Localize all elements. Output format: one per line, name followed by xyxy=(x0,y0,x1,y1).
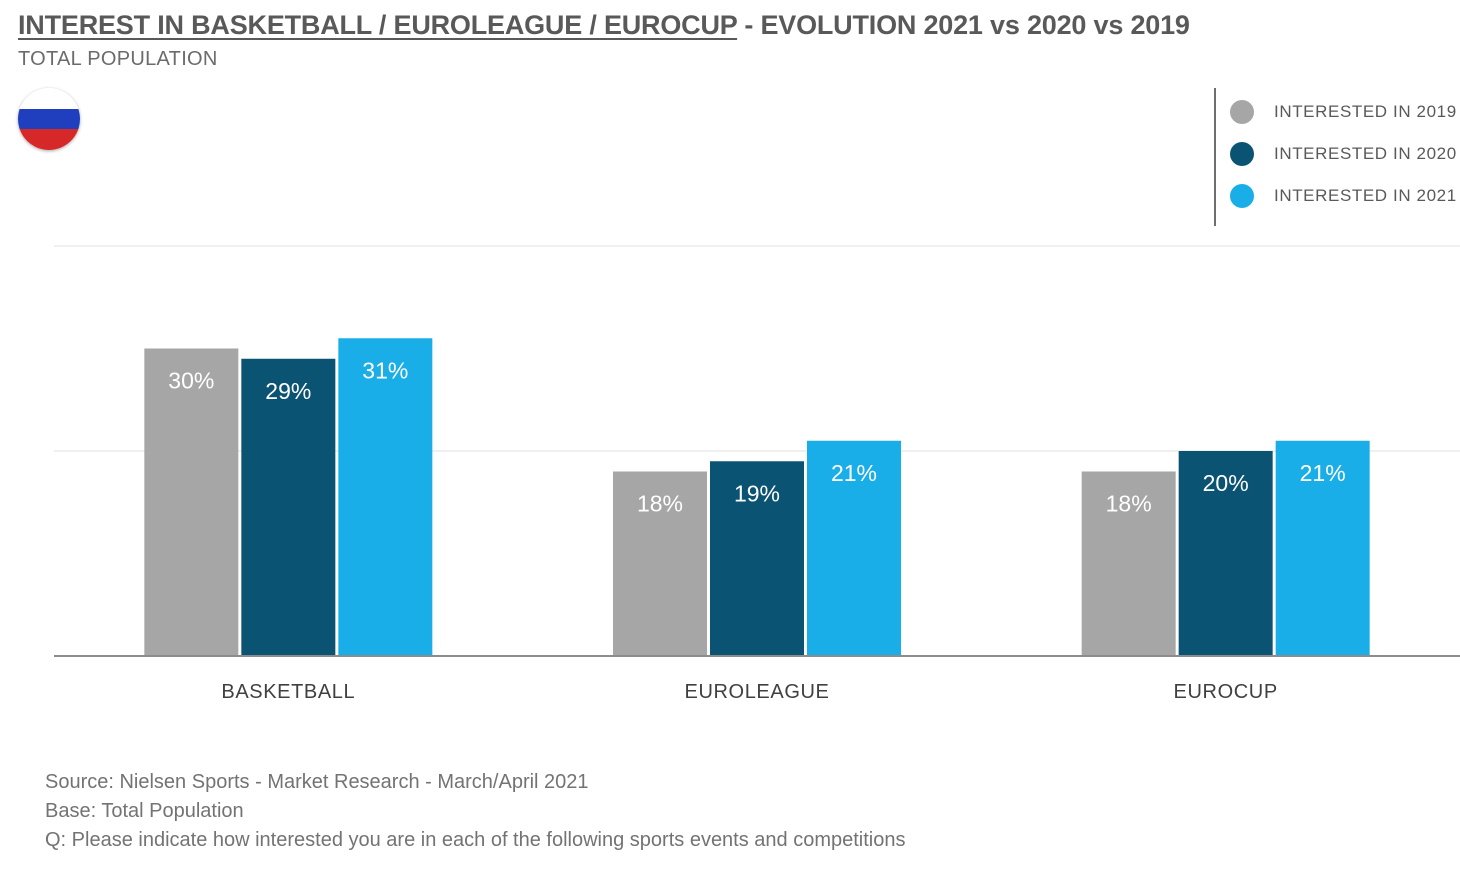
bar-eurocup-1 xyxy=(1178,451,1273,656)
bar-basketball-2 xyxy=(338,338,433,656)
legend-label-2020: INTERESTED IN 2020 xyxy=(1274,144,1457,163)
data-label: 30% xyxy=(168,368,214,394)
chart-subtitle: TOTAL POPULATION xyxy=(18,48,218,70)
data-label: 31% xyxy=(362,357,408,383)
legend: INTERESTED IN 2019 INTERESTED IN 2020 IN… xyxy=(1214,88,1460,226)
bar-euroleague-0 xyxy=(613,471,707,656)
legend-item-2021: INTERESTED IN 2021 xyxy=(1230,182,1457,210)
russia-flag-icon xyxy=(18,88,80,150)
bar-euroleague-1 xyxy=(710,461,804,656)
x-tick-label: BASKETBALL xyxy=(221,681,355,703)
bar-chart: 30% 29% 31% BASKETBALL 18% 19% 21% EUROLEAGUE 18… xyxy=(54,245,1460,703)
legend-item-2020: INTERESTED IN 2020 xyxy=(1230,140,1457,168)
x-tick-label: EUROLEAGUE xyxy=(685,681,830,703)
legend-dot-2021 xyxy=(1230,184,1254,208)
bar-euroleague-2 xyxy=(807,440,901,656)
legend-label-2021: INTERESTED IN 2021 xyxy=(1274,186,1457,205)
chart-title: INTEREST IN BASKETBALL / EUROLEAGUE / EU… xyxy=(18,10,1190,41)
source-note: Source: Nielsen Sports - Market Research… xyxy=(45,771,589,793)
data-label: 29% xyxy=(265,378,311,404)
flag-stripe-red xyxy=(18,129,80,150)
footer-notes: Source: Nielsen Sports - Market Research… xyxy=(45,768,906,855)
bar-basketball-0 xyxy=(144,348,239,656)
legend-item-2019: INTERESTED IN 2019 xyxy=(1230,98,1457,126)
data-label: 18% xyxy=(637,491,683,517)
data-label: 21% xyxy=(1300,460,1346,486)
question-note: Q: Please indicate how interested you ar… xyxy=(45,829,906,851)
legend-dot-2020 xyxy=(1230,142,1254,166)
x-tick-label: EUROCUP xyxy=(1174,681,1278,703)
data-label: 20% xyxy=(1203,470,1249,496)
base-note: Base: Total Population xyxy=(45,800,244,822)
flag-stripe-white xyxy=(18,88,80,109)
bar-eurocup-2 xyxy=(1275,440,1370,656)
bar-eurocup-0 xyxy=(1081,471,1176,656)
bar-basketball-1 xyxy=(241,358,336,656)
data-label: 18% xyxy=(1106,491,1152,517)
data-label: 19% xyxy=(734,480,780,506)
flag-stripe-blue xyxy=(18,108,80,130)
data-label: 21% xyxy=(831,460,877,486)
legend-dot-2019 xyxy=(1230,100,1254,124)
chart-title-rest: - EVOLUTION 2021 vs 2020 vs 2019 xyxy=(737,10,1190,40)
legend-label-2019: INTERESTED IN 2019 xyxy=(1274,102,1457,121)
chart-title-main: INTEREST IN BASKETBALL / EUROLEAGUE / EU… xyxy=(18,10,738,40)
